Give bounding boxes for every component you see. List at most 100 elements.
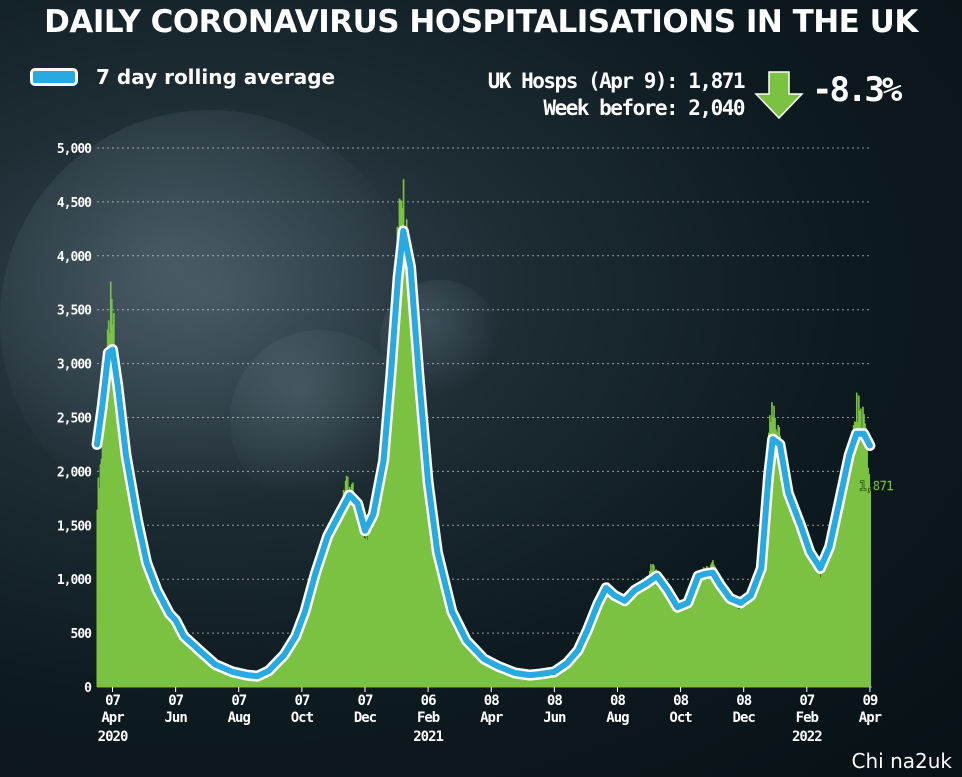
daily-bar (302, 619, 305, 687)
daily-bar (589, 625, 591, 687)
latest-hospitalisations-text: UK Hosps (Apr 9): 1,871 (487, 69, 746, 93)
daily-bar (615, 598, 618, 687)
daily-bar (362, 531, 365, 687)
daily-bar (331, 527, 333, 687)
daily-bar (197, 653, 200, 687)
daily-bar (705, 566, 708, 687)
daily-bar (808, 557, 810, 687)
daily-bar (587, 625, 590, 687)
daily-bar (692, 587, 695, 687)
daily-bar (720, 583, 723, 687)
daily-bar (682, 601, 684, 687)
daily-bar (255, 676, 258, 687)
daily-bar (298, 629, 300, 687)
daily-bar (525, 675, 528, 687)
daily-bar (361, 517, 364, 687)
daily-bar (609, 585, 612, 687)
daily-bar (422, 413, 425, 687)
daily-bar (744, 595, 746, 687)
daily-bar (478, 653, 480, 687)
daily-bar (503, 670, 505, 687)
daily-bar (97, 477, 100, 687)
daily-bar (675, 603, 678, 687)
daily-bar (560, 668, 562, 687)
daily-bar (366, 540, 369, 687)
daily-bar (265, 673, 267, 687)
daily-bar (394, 284, 397, 687)
daily-bar (664, 590, 667, 687)
daily-bar (209, 659, 211, 687)
daily-bar (473, 648, 475, 687)
y-tick-label: 4,000 (57, 250, 92, 265)
daily-bar (566, 663, 568, 687)
daily-bar (153, 581, 156, 687)
daily-bar (685, 607, 687, 687)
daily-bar (254, 676, 257, 687)
daily-bar (134, 503, 137, 687)
daily-bar (127, 455, 130, 687)
daily-bar (647, 581, 650, 687)
x-tick-day: 07 (358, 693, 373, 709)
daily-bar (830, 544, 832, 687)
daily-bar (406, 268, 409, 687)
daily-bar (511, 672, 514, 687)
daily-bar (818, 571, 821, 687)
daily-bar (346, 477, 349, 687)
x-tick-day: 07 (231, 693, 246, 709)
daily-bar (780, 441, 783, 687)
daily-bar (471, 647, 473, 687)
daily-bar (660, 575, 663, 687)
daily-bar (453, 617, 456, 687)
daily-bar (466, 645, 469, 687)
daily-bar (866, 441, 868, 687)
daily-bar (746, 594, 748, 687)
daily-bar (312, 585, 315, 687)
daily-bar (770, 422, 772, 687)
daily-bar (342, 489, 345, 687)
daily-bar (703, 575, 706, 687)
daily-bar (496, 665, 499, 687)
daily-bar (809, 560, 812, 687)
daily-bar (121, 437, 123, 687)
daily-bar (673, 602, 676, 687)
daily-bar (294, 641, 296, 687)
daily-bar (429, 496, 432, 687)
daily-bar (224, 670, 227, 687)
daily-bar (717, 578, 719, 687)
daily-bar (371, 528, 374, 687)
daily-bar (593, 613, 595, 687)
daily-bar (590, 621, 592, 687)
daily-bar (750, 587, 753, 687)
daily-bar (683, 606, 685, 687)
daily-bar (563, 665, 565, 687)
daily-bar (442, 580, 444, 687)
daily-bar (815, 563, 818, 687)
daily-bar (204, 656, 206, 687)
daily-bar (286, 653, 289, 687)
daily-bar (462, 637, 465, 687)
daily-bar (186, 642, 189, 687)
daily-bar (275, 663, 278, 687)
daily-bar (112, 324, 114, 687)
daily-bar (253, 676, 256, 687)
daily-bar (282, 655, 285, 687)
daily-bar (381, 476, 383, 687)
daily-bar (305, 609, 308, 687)
daily-bar (522, 674, 525, 687)
daily-bar (431, 516, 434, 687)
daily-bar (481, 656, 484, 687)
daily-bar (842, 482, 845, 687)
daily-bar (122, 438, 124, 687)
daily-bar (784, 472, 787, 687)
daily-bar (198, 652, 201, 687)
daily-bar (436, 552, 439, 687)
daily-bar (856, 422, 859, 687)
daily-bar (226, 671, 229, 687)
daily-bar (592, 618, 594, 687)
daily-bar (358, 522, 360, 687)
daily-bar (665, 589, 668, 687)
daily-bars (96, 179, 872, 688)
daily-bar (700, 575, 703, 687)
daily-bar (450, 611, 452, 687)
daily-bar (110, 299, 113, 687)
